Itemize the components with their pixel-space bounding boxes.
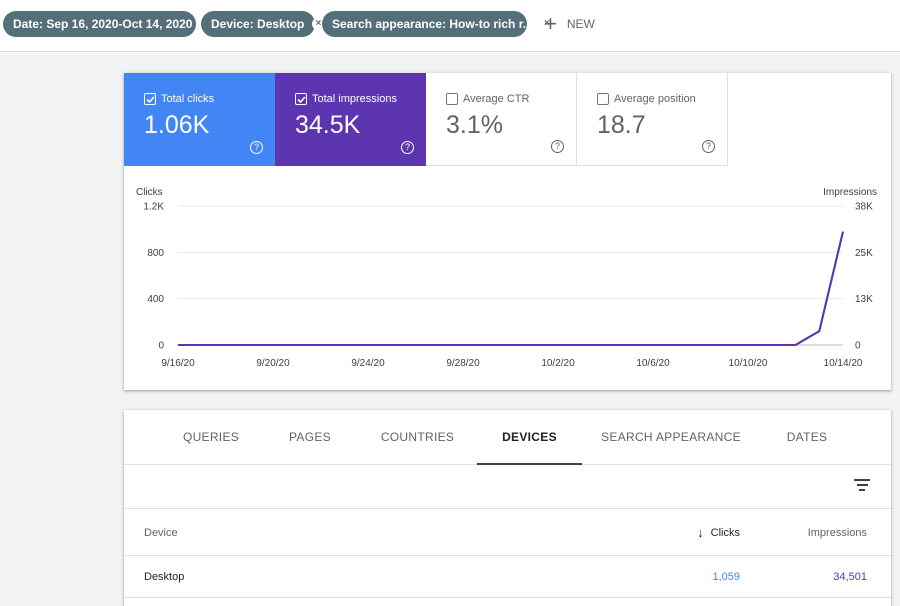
help-icon[interactable]: ? (702, 140, 715, 153)
table-row[interactable]: Desktop 1,059 34,501 (124, 556, 891, 598)
help-icon[interactable]: ? (250, 141, 263, 154)
performance-chart: Clicks Impressions 0 0 400 13K 800 25K 1.2K 38K… (124, 177, 891, 377)
help-icon[interactable]: ? (551, 140, 564, 153)
dimension-table-card: QUERIES PAGES COUNTRIES DEVICES SEARCH A… (124, 410, 891, 606)
y-tick-left: 400 (147, 294, 164, 305)
checkbox-checked-icon[interactable] (295, 93, 307, 105)
tab-dates[interactable]: DATES (786, 430, 828, 444)
y-axis-right-label: Impressions (823, 187, 877, 198)
close-icon[interactable]: × (540, 18, 553, 30)
checkbox-checked-icon[interactable] (144, 93, 156, 105)
checkbox-unchecked-icon[interactable] (446, 93, 458, 105)
tab-countries[interactable]: COUNTRIES (380, 430, 455, 444)
y-tick-left: 1.2K (143, 202, 164, 213)
new-filter-button[interactable]: + NEW (544, 11, 595, 36)
performance-card: Total clicks 1.06K ? Total impressions 3… (124, 73, 891, 390)
search-appearance-filter-chip[interactable]: Search appearance: How-to rich r... × (322, 11, 553, 37)
metric-value: 3.1% (446, 111, 503, 139)
chip-label: Date: Sep 16, 2020-Oct 14, 2020 (13, 17, 193, 31)
metric-label: Total clicks (161, 93, 215, 105)
x-tick: 9/20/20 (256, 358, 290, 369)
filter-bar: Date: Sep 16, 2020-Oct 14, 2020 Device: … (0, 0, 900, 52)
close-icon[interactable]: × (312, 18, 325, 30)
x-tick: 10/6/20 (636, 358, 670, 369)
x-tick: 9/28/20 (446, 358, 480, 369)
x-tick: 10/2/20 (541, 358, 575, 369)
cell-impressions: 34,501 (833, 571, 867, 583)
metric-total-clicks[interactable]: Total clicks 1.06K ? (124, 73, 275, 166)
column-header-clicks-label: Clicks (710, 526, 740, 539)
x-tick: 9/24/20 (351, 358, 385, 369)
x-tick: 9/16/20 (161, 358, 195, 369)
cell-clicks: 1,059 (712, 571, 740, 583)
column-header-device[interactable]: Device (144, 527, 178, 539)
series-line-clicks (178, 231, 844, 346)
chip-label: Device: Desktop (211, 17, 305, 31)
plus-icon: + (544, 11, 557, 36)
y-tick-left: 800 (147, 248, 164, 259)
chip-label: Search appearance: How-to rich r... (332, 17, 533, 31)
x-tick: 10/14/20 (824, 358, 863, 369)
filter-icon[interactable] (854, 479, 870, 493)
metric-value: 1.06K (144, 111, 210, 139)
metric-average-position[interactable]: Average position 18.7 ? (577, 73, 728, 166)
tab-pages[interactable]: PAGES (289, 430, 331, 444)
metric-value: 18.7 (597, 111, 646, 139)
metric-label: Average position (614, 93, 696, 105)
metric-label: Total impressions (312, 93, 397, 105)
metric-label: Average CTR (463, 93, 530, 105)
y-tick-right: 25K (855, 248, 873, 259)
y-tick-left: 0 (158, 341, 164, 352)
y-tick-right: 0 (855, 341, 861, 352)
metric-value: 34.5K (295, 111, 361, 139)
y-tick-right: 38K (855, 202, 873, 213)
y-axis-left-label: Clicks (136, 187, 163, 198)
table-filter-row (124, 465, 891, 509)
checkbox-unchecked-icon[interactable] (597, 93, 609, 105)
metric-total-impressions[interactable]: Total impressions 34.5K ? (275, 73, 426, 166)
column-header-clicks[interactable]: ↓ Clicks (697, 525, 740, 540)
column-header-impressions[interactable]: Impressions (807, 527, 867, 539)
y-tick-right: 13K (855, 294, 873, 305)
device-filter-chip[interactable]: Device: Desktop × (201, 11, 325, 37)
table-header: Device ↓ Clicks Impressions (124, 509, 891, 556)
new-filter-label: NEW (566, 17, 595, 31)
chart-svg: Clicks Impressions 0 0 400 13K 800 25K 1.2K 38K… (136, 187, 877, 369)
sort-arrow-down-icon: ↓ (697, 525, 704, 540)
tab-devices[interactable]: DEVICES (477, 410, 582, 465)
date-filter-chip[interactable]: Date: Sep 16, 2020-Oct 14, 2020 (3, 11, 211, 37)
dimension-tabs: QUERIES PAGES COUNTRIES DEVICES SEARCH A… (124, 410, 891, 465)
tab-queries[interactable]: QUERIES (182, 430, 240, 444)
x-tick: 10/10/20 (729, 358, 768, 369)
cell-device: Desktop (144, 571, 185, 583)
help-icon[interactable]: ? (401, 141, 414, 154)
metric-average-ctr[interactable]: Average CTR 3.1% ? (426, 73, 577, 166)
tab-search-appearance[interactable]: SEARCH APPEARANCE (601, 430, 741, 444)
series-line-impressions (178, 231, 844, 346)
